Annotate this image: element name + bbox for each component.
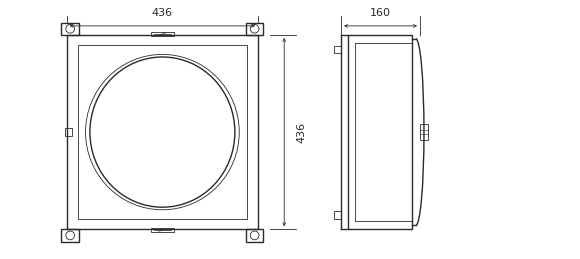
Bar — [78, 45, 246, 219]
Bar — [334, 46, 341, 53]
Bar — [334, 211, 341, 219]
Bar — [61, 229, 79, 242]
Bar — [348, 35, 412, 229]
Bar — [246, 229, 263, 242]
Text: 436: 436 — [152, 8, 173, 18]
Bar — [246, 23, 263, 35]
Bar — [151, 228, 174, 233]
Text: 160: 160 — [370, 8, 391, 18]
Text: 436: 436 — [296, 121, 307, 143]
Bar — [420, 124, 428, 140]
Bar — [61, 23, 79, 35]
Bar — [151, 32, 174, 36]
Bar — [67, 35, 258, 229]
Bar — [64, 128, 71, 136]
